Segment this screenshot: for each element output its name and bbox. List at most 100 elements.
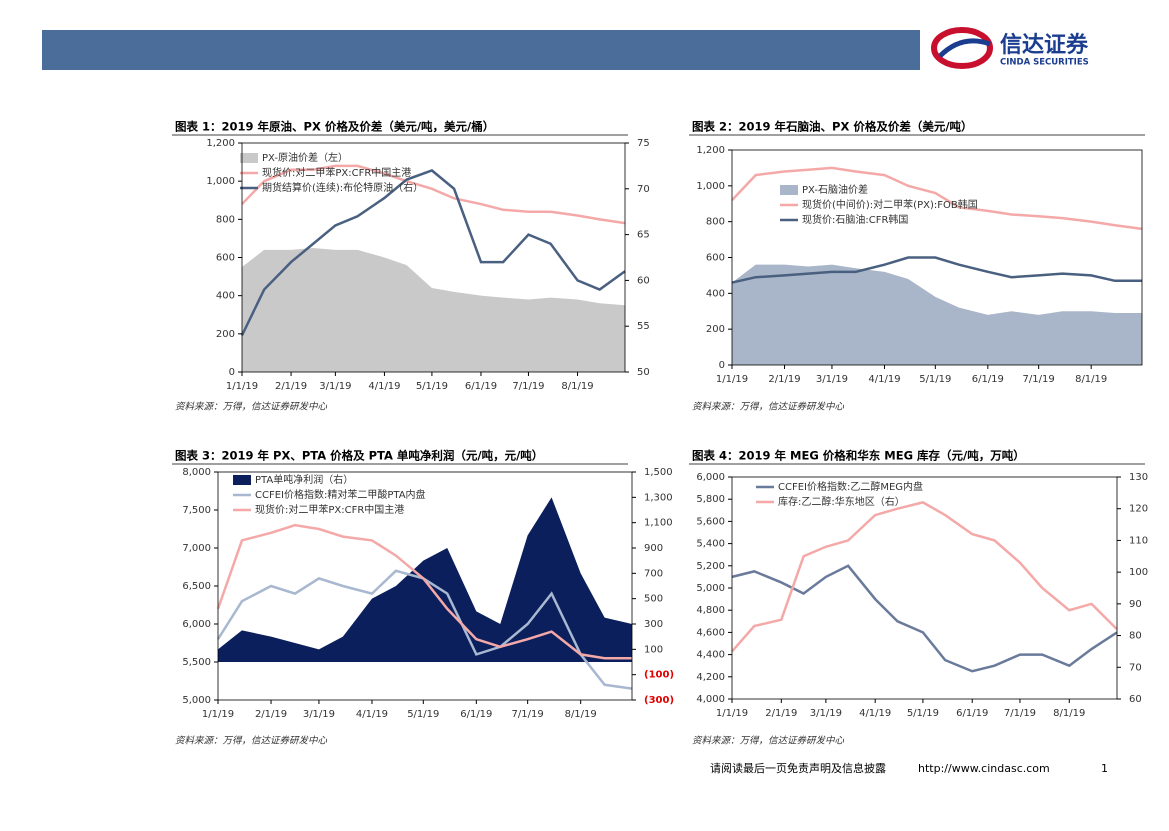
- x-tick-label: 1/1/19: [716, 708, 748, 719]
- legend-label: 现货价:石脑油:CFR韩国: [802, 213, 908, 226]
- x-tick-label: 3/1/19: [810, 708, 842, 719]
- y-tick-label: 1,200: [696, 145, 725, 156]
- chart-title: 图表 2：2019 年石脑油、PX 价格及价差（美元/吨）: [692, 120, 973, 134]
- y-tick-label: 600: [706, 253, 725, 264]
- y-tick-label: 4,400: [696, 650, 725, 661]
- y2-tick-label: 70: [637, 184, 650, 195]
- y2-tick-label: 1,300: [644, 492, 673, 503]
- legend-label: CCFEI价格指数:乙二醇MEG内盘: [778, 480, 923, 493]
- y-tick-label: 4,000: [696, 694, 725, 705]
- y-tick-label: 200: [706, 324, 725, 335]
- x-tick-label: 5/1/19: [407, 709, 439, 720]
- legend-swatch: [233, 475, 251, 485]
- y2-tick-label: 700: [644, 568, 663, 579]
- y2-tick-label: 70: [1129, 662, 1142, 673]
- y2-tick-label: 120: [1129, 504, 1148, 515]
- x-tick-label: 7/1/19: [512, 709, 544, 720]
- y-tick-label: 5,800: [696, 494, 725, 505]
- y-tick-label: 5,400: [696, 539, 725, 550]
- y-tick-label: 4,800: [696, 605, 725, 616]
- url: http://www.cindasc.com: [918, 762, 1050, 775]
- source: 资料来源：万得，信达证券研发中心: [175, 401, 328, 413]
- page-number: 1: [1101, 762, 1108, 775]
- y2-tick-label: 75: [637, 138, 650, 149]
- x-tick-label: 5/1/19: [907, 708, 939, 719]
- y2-tick-label: 60: [1129, 694, 1142, 705]
- y-tick-label: 1,000: [206, 176, 235, 187]
- y2-tick-label: 80: [1129, 631, 1142, 642]
- y-tick-label: 5,000: [182, 695, 211, 706]
- chart-title: 图表 1：2019 年原油、PX 价格及价差（美元/吨，美元/桶）: [175, 120, 494, 134]
- y-tick-label: 5,500: [182, 657, 211, 668]
- y-tick-label: 5,200: [696, 561, 725, 572]
- y2-tick-label: 55: [637, 321, 650, 332]
- y-tick-label: 400: [706, 288, 725, 299]
- chart-title: 图表 3：2019 年 PX、PTA 价格及 PTA 单吨净利润（元/吨，元/吨…: [175, 449, 543, 463]
- y2-tick-label: 110: [1129, 535, 1148, 546]
- logo-ring: [931, 27, 993, 69]
- x-tick-label: 4/1/19: [368, 381, 400, 392]
- y2-tick-label: 300: [644, 619, 663, 630]
- y-tick-label: 7,000: [182, 543, 211, 554]
- y-tick-label: 600: [216, 253, 235, 264]
- x-tick-label: 4/1/19: [868, 374, 900, 385]
- chart-title: 图表 4：2019 年 MEG 价格和华东 MEG 库存（元/吨，万吨）: [692, 449, 1025, 463]
- y2-tick-label: 100: [644, 644, 663, 655]
- x-tick-label: 2/1/19: [255, 709, 287, 720]
- x-tick-label: 4/1/19: [859, 708, 891, 719]
- y2-tick-label: 65: [637, 230, 650, 241]
- line: [731, 501, 1118, 653]
- x-tick-label: 3/1/19: [303, 709, 335, 720]
- x-tick-label: 2/1/19: [765, 708, 797, 719]
- legend-label: 现货价(中间价):对二甲苯(PX):FOB韩国: [802, 198, 978, 211]
- x-tick-label: 2/1/19: [768, 374, 800, 385]
- legend-label: PX-石脑油价差: [802, 183, 868, 196]
- line: [731, 256, 1142, 284]
- logo: 信达证券 CINDA SECURITIES: [931, 27, 1089, 69]
- legend-label: 现货价:对二甲苯PX:CFR中国主港: [262, 166, 411, 179]
- y-tick-label: 6,500: [182, 581, 211, 592]
- x-tick-label: 6/1/19: [460, 709, 492, 720]
- y-tick-label: 4,600: [696, 627, 725, 638]
- legend-label: PX-原油价差（左）: [262, 151, 348, 164]
- y2-tick-label: 500: [644, 594, 663, 605]
- y-tick-label: 200: [216, 329, 235, 340]
- line: [240, 169, 626, 336]
- y2-tick-label: 90: [1129, 599, 1142, 610]
- y-tick-label: 6,000: [182, 619, 211, 630]
- x-tick-label: 3/1/19: [319, 381, 351, 392]
- area: [732, 264, 1142, 365]
- x-tick-label: 6/1/19: [956, 708, 988, 719]
- logo-swoosh: [938, 38, 991, 58]
- legend-label: 库存:乙二醇:华东地区（右）: [778, 495, 905, 508]
- y-tick-label: 800: [706, 217, 725, 228]
- source: 资料来源：万得，信达证券研发中心: [175, 735, 328, 747]
- y2-tick-label: 1,100: [644, 518, 673, 529]
- x-tick-label: 5/1/19: [416, 381, 448, 392]
- x-tick-label: 4/1/19: [356, 709, 388, 720]
- y2-tick-label: (100): [644, 670, 674, 681]
- y-tick-label: 8,000: [182, 467, 211, 478]
- line: [731, 166, 1143, 231]
- source: 资料来源：万得，信达证券研发中心: [692, 401, 845, 413]
- legend-swatch: [780, 185, 798, 195]
- x-tick-label: 1/1/19: [226, 381, 258, 392]
- y-tick-label: 5,600: [696, 516, 725, 527]
- x-tick-label: 8/1/19: [1075, 374, 1107, 385]
- y-tick-label: 800: [216, 214, 235, 225]
- legend-label: PTA单吨净利润（右）: [255, 473, 353, 486]
- x-tick-label: 2/1/19: [275, 381, 307, 392]
- disclaimer: 请阅读最后一页免责声明及信息披露: [710, 761, 886, 775]
- logo-en: CINDA SECURITIES: [1000, 58, 1089, 68]
- x-tick-label: 7/1/19: [1023, 374, 1055, 385]
- legend-label: 现货价:对二甲苯PX:CFR中国主港: [255, 503, 404, 516]
- x-tick-label: 8/1/19: [1053, 708, 1085, 719]
- legend-label: CCFEI价格指数:精对苯二甲酸PTA内盘: [255, 488, 426, 501]
- y2-tick-label: 900: [644, 543, 663, 554]
- x-tick-label: 6/1/19: [465, 381, 497, 392]
- line: [216, 523, 632, 660]
- header-bar: [42, 30, 920, 70]
- line: [241, 164, 626, 225]
- y2-tick-label: 1,500: [644, 467, 673, 478]
